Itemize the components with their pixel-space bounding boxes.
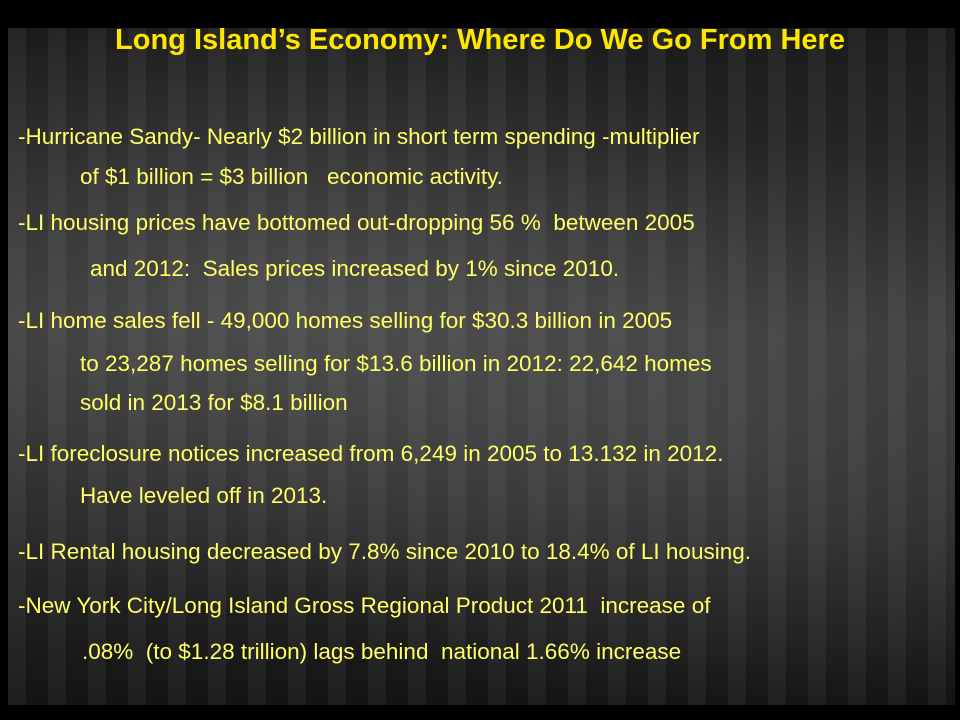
- bullet-line: -New York City/Long Island Gross Regiona…: [18, 593, 711, 618]
- bullet-line: -LI foreclosure notices increased from 6…: [18, 441, 724, 466]
- background-photo: [8, 28, 955, 705]
- slide-title: Long Island’s Economy: Where Do We Go Fr…: [115, 24, 845, 56]
- bullet-continuation: .08% (to $1.28 trillion) lags behind nat…: [82, 639, 682, 664]
- bullet-line: -LI home sales fell - 49,000 homes selli…: [18, 308, 673, 333]
- bullet-continuation: and 2012: Sales prices increased by 1% s…: [90, 256, 620, 281]
- bullet-line: -LI Rental housing decreased by 7.8% sin…: [18, 539, 751, 564]
- bullet-line: -LI housing prices have bottomed out-dro…: [18, 210, 695, 235]
- bullet-continuation: sold in 2013 for $8.1 billion: [80, 390, 348, 415]
- bullet-line: -Hurricane Sandy- Nearly $2 billion in s…: [18, 124, 700, 149]
- bullet-continuation: Have leveled off in 2013.: [80, 483, 328, 508]
- bullet-continuation: to 23,287 homes selling for $13.6 billio…: [80, 351, 712, 376]
- bullet-continuation: of $1 billion = $3 billion economic acti…: [80, 164, 503, 189]
